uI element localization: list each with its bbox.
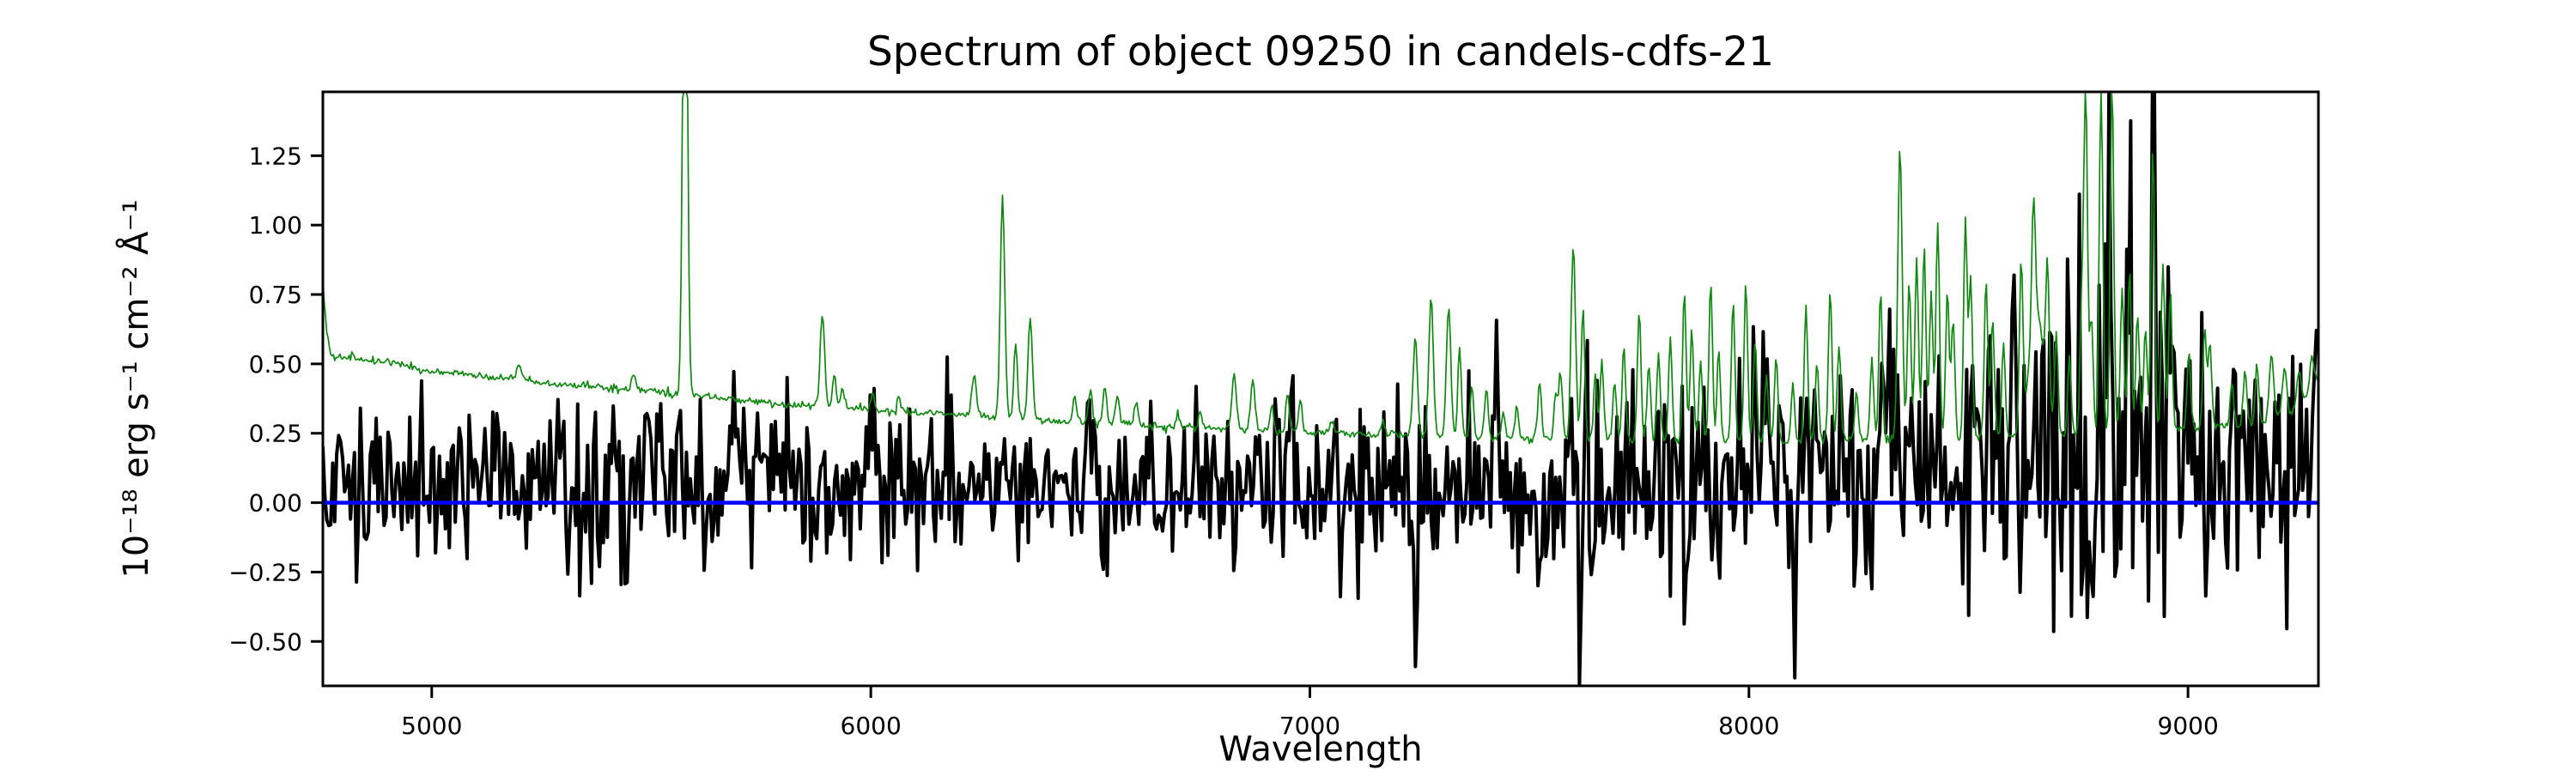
y-tick-label: −0.25 [228,558,302,586]
x-tick-label: 6000 [841,712,902,740]
x-tick-label: 7000 [1279,712,1340,740]
y-tick-label: 0.75 [249,281,302,309]
flux-series-line [323,92,2318,686]
x-tick-label: 8000 [1718,712,1779,740]
x-axis-ticks: 5000 6000 7000 8000 9000 [401,686,2219,740]
y-axis-ticks: 1.25 1.00 0.75 0.50 0.25 0.00 −0.25 −0.50 [228,142,323,656]
plot-frame [321,90,2320,688]
y-tick-label: 0.50 [249,350,302,379]
y-tick-label: 1.25 [249,142,302,170]
y-tick-label: 1.00 [249,211,302,239]
chart-title: Spectrum of object 09250 in candels-cdfs… [867,28,1774,76]
y-tick-label: 0.00 [249,489,302,518]
x-axis-label: Wavelength [1218,730,1422,769]
y-axis-label: 10⁻¹⁸ erg s⁻¹ cm⁻² Å⁻¹ [115,199,156,578]
x-tick-label: 9000 [2158,712,2219,740]
sky-noise-series-line [323,92,2318,445]
x-tick-label: 5000 [401,712,462,740]
y-tick-label: −0.50 [228,627,302,656]
y-tick-label: 0.25 [249,420,302,448]
plot-area [323,92,2318,686]
